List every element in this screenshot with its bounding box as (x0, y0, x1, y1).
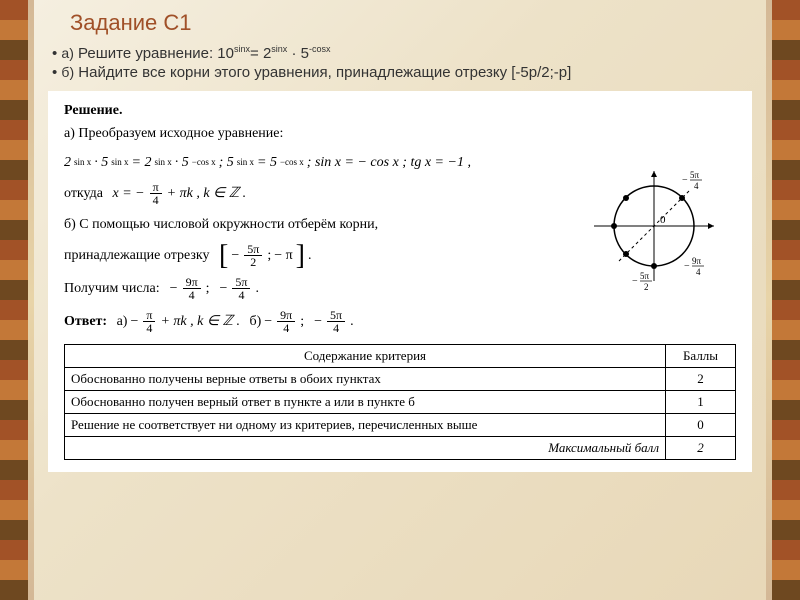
crit-score: 0 (666, 414, 736, 437)
decorative-border-left (0, 0, 28, 600)
svg-text:2: 2 (644, 282, 649, 291)
header-score: Баллы (666, 345, 736, 368)
answer-line: Ответ: а) − π 4 + πk , k ∈ ℤ . б) − 9π 4… (64, 309, 736, 334)
crit-text: Обоснованно получены верные ответы в обо… (65, 368, 666, 391)
svg-text:9π: 9π (692, 256, 702, 266)
c5: ; 5 (219, 152, 234, 173)
decorative-border-right (772, 0, 800, 600)
frac-9pi4: 9π 4 (183, 276, 201, 301)
slide-title: Задание С1 (70, 10, 752, 36)
c7: ; sin x = − cos x ; tg x = −1 , (307, 152, 471, 173)
e4: −cos x (192, 156, 216, 170)
sol-line-b: б) С помощью числовой окружности отберём… (64, 214, 484, 235)
semi3: ; (300, 311, 304, 332)
whence: откуда (64, 183, 103, 204)
frac-pi4: π 4 (150, 181, 162, 206)
crit-text: Максимальный балл (65, 437, 666, 460)
e2: sin x (111, 156, 128, 170)
c3: = 2 (132, 152, 152, 173)
unit-circle-diagram: 0 − 5π 4 − 9π 4 − 5π 2 (584, 161, 724, 291)
per3: . (350, 311, 354, 332)
bullet-b-text: Найдите все корни этого уравнения, прина… (78, 64, 571, 81)
svg-text:0: 0 (660, 214, 666, 226)
bullet-b: • б) Найдите все корни этого уравнения, … (48, 64, 752, 81)
c6: = 5 (257, 152, 277, 173)
frac-5pi4: 5π 4 (232, 276, 250, 301)
crit-score: 2 (666, 437, 736, 460)
table-row: Максимальный балл 2 (65, 437, 736, 460)
exp2: sinx (271, 44, 287, 54)
crit-score: 2 (666, 368, 736, 391)
crit-score: 1 (666, 391, 736, 414)
eq-end: · 5 (287, 45, 309, 62)
crit-text: Обоснованно получен верный ответ в пункт… (65, 391, 666, 414)
svg-text:5π: 5π (640, 271, 650, 281)
bullet-a: • а) Решите уравнение: 10sinx= 2sinx · 5… (48, 44, 752, 62)
ans-b: б) (249, 311, 261, 332)
x-eq: x = − (113, 183, 145, 204)
ans-label: Ответ: (64, 311, 107, 332)
semi2: ; (206, 278, 210, 299)
ans-frac-9pi4: 9π 4 (277, 309, 295, 334)
solution-heading: Решение. (64, 103, 736, 119)
table-row: Решение не соответствует ни одному из кр… (65, 414, 736, 437)
svg-text:4: 4 (696, 267, 701, 277)
bullet-b-prefix: б) (61, 64, 74, 80)
ir: − π (274, 245, 292, 266)
rbracket: ] (296, 249, 305, 263)
sol-line-a: а) Преобразуем исходное уравнение: (64, 123, 736, 144)
an2d: 4 (327, 322, 345, 334)
n1d: 4 (183, 289, 201, 301)
belonging: принадлежащие отрезку (64, 245, 210, 266)
ans-a: а) (117, 311, 128, 332)
svg-text:−: − (684, 261, 690, 272)
e5: sin x (237, 156, 254, 170)
svg-text:5π: 5π (690, 170, 700, 180)
frac-5pi2: 5π 2 (244, 243, 262, 268)
gn: Получим числа: (64, 278, 160, 299)
pi4d: 4 (150, 194, 162, 206)
pluspik: + πk , k ∈ ℤ . (167, 183, 247, 204)
n2d: 4 (232, 289, 250, 301)
e3: sin x (154, 156, 171, 170)
ans-pik: + πk , k ∈ ℤ . (160, 311, 240, 332)
ans-frac-5pi4: 5π 4 (327, 309, 345, 334)
il-d: 2 (244, 256, 262, 268)
ans-frac-pi4: π 4 (143, 309, 155, 334)
per1: . (308, 245, 312, 266)
crit-text: Решение не соответствует ни одному из кр… (65, 414, 666, 437)
e6: −cos x (280, 156, 304, 170)
e1: sin x (74, 156, 91, 170)
table-row: Обоснованно получены верные ответы в обо… (65, 368, 736, 391)
eq-mid: = 2 (250, 45, 271, 62)
svg-text:4: 4 (694, 181, 699, 191)
solution-box: Решение. а) Преобразуем исходное уравнен… (48, 91, 752, 472)
semi1: ; (267, 245, 271, 266)
table-row: Обоснованно получен верный ответ в пункт… (65, 391, 736, 414)
c2: · 5 (94, 152, 108, 173)
an1d: 4 (277, 322, 295, 334)
exp3: -cosx (309, 44, 331, 54)
c1: 2 (64, 152, 71, 173)
per2: . (255, 278, 259, 299)
bullet-a-text: Решите уравнение: 10 (78, 45, 234, 62)
svg-text:−: − (632, 276, 638, 287)
table-header-row: Содержание критерия Баллы (65, 345, 736, 368)
svg-text:−: − (682, 175, 688, 186)
slide-content: Задание С1 • а) Решите уравнение: 10sinx… (34, 0, 766, 600)
c4: · 5 (175, 152, 189, 173)
lbracket: [ (219, 249, 228, 263)
header-criterion: Содержание критерия (65, 345, 666, 368)
bullet-a-prefix: а) (61, 45, 73, 61)
criteria-table: Содержание критерия Баллы Обоснованно по… (64, 344, 736, 460)
apd: 4 (143, 322, 155, 334)
exp1: sinx (234, 44, 250, 54)
